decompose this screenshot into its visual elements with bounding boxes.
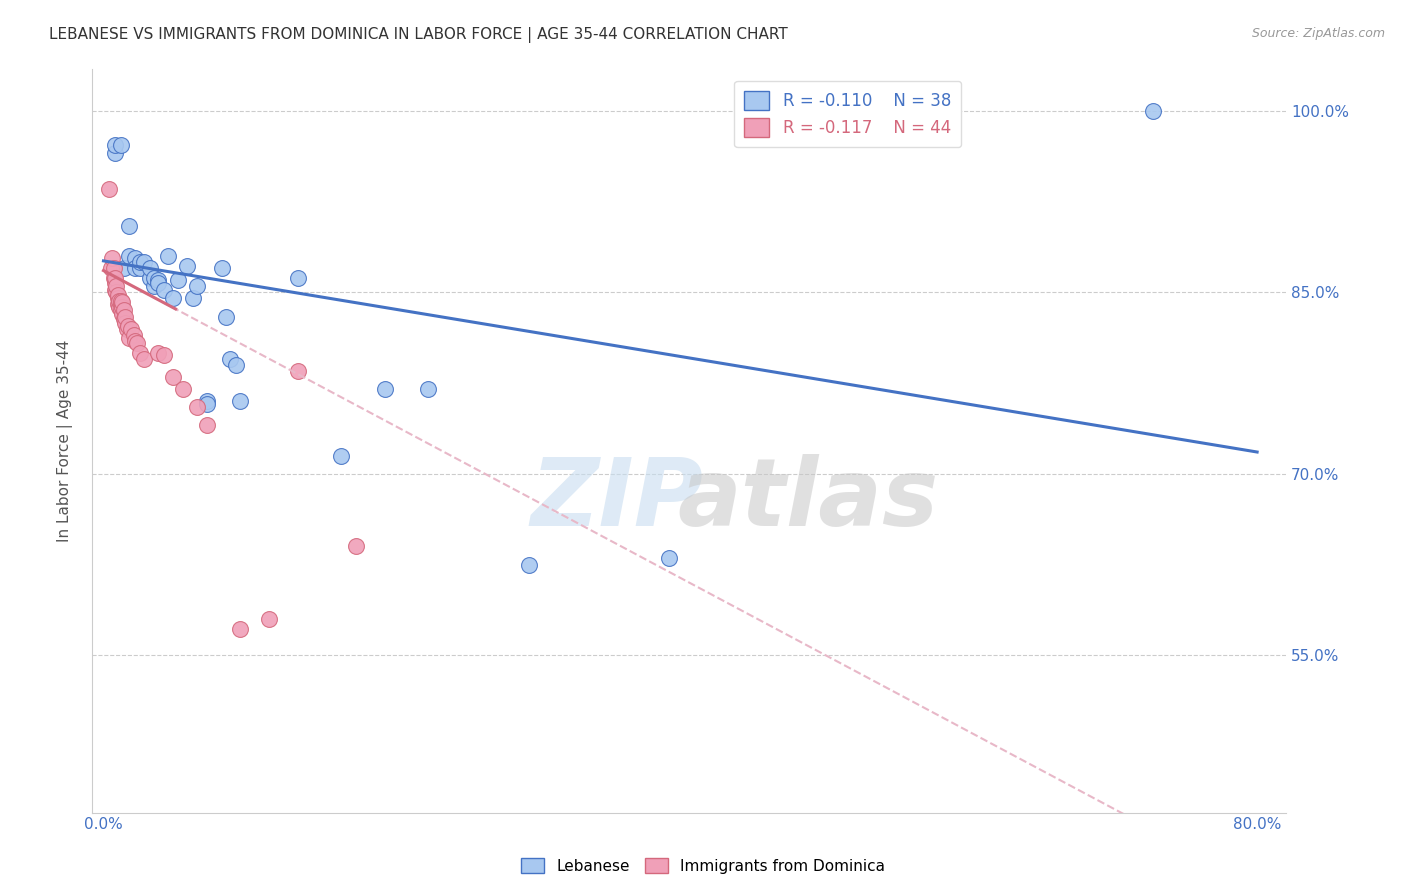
Point xyxy=(195,394,218,409)
Point xyxy=(344,540,367,554)
Point xyxy=(101,252,124,266)
Point xyxy=(211,261,233,276)
Point xyxy=(105,285,128,300)
Point xyxy=(259,612,281,626)
Point xyxy=(330,449,353,463)
Point xyxy=(517,558,540,572)
Point xyxy=(115,321,138,335)
Point xyxy=(114,310,136,324)
Point xyxy=(104,270,127,285)
Point xyxy=(110,297,132,311)
Point xyxy=(118,249,141,263)
Point xyxy=(112,261,135,276)
Point xyxy=(108,300,131,314)
Point xyxy=(153,348,176,362)
Point xyxy=(172,382,194,396)
Text: Source: ZipAtlas.com: Source: ZipAtlas.com xyxy=(1251,27,1385,40)
Point xyxy=(117,319,139,334)
Point xyxy=(138,270,160,285)
Point xyxy=(128,255,150,269)
Point xyxy=(104,276,127,290)
Point xyxy=(100,261,122,276)
Point xyxy=(162,370,184,384)
Point xyxy=(120,321,142,335)
Point xyxy=(162,292,184,306)
Point xyxy=(416,382,439,396)
Point xyxy=(118,331,141,345)
Point xyxy=(287,364,309,378)
Point xyxy=(219,351,242,366)
Point xyxy=(103,270,125,285)
Point xyxy=(229,394,252,409)
Point xyxy=(98,182,121,196)
Text: atlas: atlas xyxy=(678,454,939,546)
Legend: Lebanese, Immigrants from Dominica: Lebanese, Immigrants from Dominica xyxy=(515,852,891,880)
Point xyxy=(195,418,218,433)
Point xyxy=(132,255,155,269)
Point xyxy=(108,293,131,308)
Point xyxy=(124,252,146,266)
Point xyxy=(142,270,165,285)
Point xyxy=(148,273,170,287)
Point xyxy=(111,300,134,314)
Point xyxy=(114,316,136,330)
Point xyxy=(142,279,165,293)
Point xyxy=(1142,103,1164,118)
Point xyxy=(148,346,170,360)
Y-axis label: In Labor Force | Age 35-44: In Labor Force | Age 35-44 xyxy=(58,339,73,541)
Point xyxy=(157,249,180,263)
Point xyxy=(128,261,150,276)
Point xyxy=(105,279,128,293)
Point xyxy=(186,401,208,415)
Point xyxy=(128,346,150,360)
Point xyxy=(167,273,190,287)
Point xyxy=(181,292,204,306)
Point xyxy=(107,287,129,301)
Point xyxy=(124,261,146,276)
Point xyxy=(104,283,127,297)
Point xyxy=(125,336,148,351)
Point xyxy=(112,303,135,318)
Text: LEBANESE VS IMMIGRANTS FROM DOMINICA IN LABOR FORCE | AGE 35-44 CORRELATION CHAR: LEBANESE VS IMMIGRANTS FROM DOMINICA IN … xyxy=(49,27,787,43)
Point xyxy=(225,358,247,372)
Point xyxy=(658,551,681,566)
Point xyxy=(110,137,132,152)
Point xyxy=(112,312,135,326)
Point xyxy=(111,307,134,321)
Point xyxy=(111,295,134,310)
Point xyxy=(103,261,125,276)
Point xyxy=(118,219,141,233)
Point xyxy=(186,279,208,293)
Point xyxy=(176,259,198,273)
Text: ZIP: ZIP xyxy=(531,454,704,546)
Point xyxy=(138,261,160,276)
Point xyxy=(148,276,170,290)
Point xyxy=(132,351,155,366)
Point xyxy=(110,293,132,308)
Point xyxy=(107,297,129,311)
Point xyxy=(124,334,146,348)
Point xyxy=(107,292,129,306)
Point xyxy=(215,310,238,324)
Point xyxy=(287,270,309,285)
Point xyxy=(104,146,127,161)
Point xyxy=(122,327,145,342)
Point xyxy=(229,622,252,636)
Point xyxy=(153,283,176,297)
Point xyxy=(374,382,396,396)
Point xyxy=(110,303,132,318)
Point xyxy=(104,137,127,152)
Point xyxy=(195,397,218,411)
Legend: R = -0.110    N = 38, R = -0.117    N = 44: R = -0.110 N = 38, R = -0.117 N = 44 xyxy=(734,80,962,147)
